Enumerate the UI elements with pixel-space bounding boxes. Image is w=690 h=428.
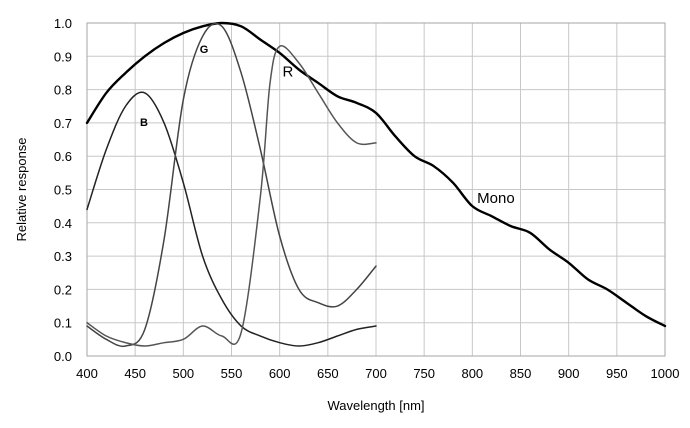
y-tick-label: 0.2	[54, 282, 72, 297]
y-tick-label: 0.7	[54, 116, 72, 131]
y-tick-label: 0.3	[54, 249, 72, 264]
y-tick-label: 0.1	[54, 316, 72, 331]
x-tick-label: 900	[558, 366, 580, 381]
series-line-r	[86, 45, 377, 347]
y-tick-label: 0.4	[54, 216, 72, 231]
x-tick-label: 650	[317, 366, 339, 381]
series-line-g	[86, 22, 377, 348]
x-tick-label: 550	[221, 366, 243, 381]
x-tick-label: 500	[172, 366, 194, 381]
series-label-mono: Mono	[477, 190, 515, 207]
y-tick-labels: 0.0 0.1 0.2 0.3 0.4 0.5 0.6 0.7 0.8 0.9 1.0	[54, 16, 72, 364]
y-tick-label: 1.0	[54, 16, 72, 31]
x-tick-labels: 400 450 500 550 600 650 700 750 800 850 900 950 1000	[76, 366, 679, 381]
x-tick-label: 750	[413, 366, 435, 381]
x-tick-label: 700	[365, 366, 387, 381]
series-line-mono	[85, 21, 667, 328]
series-label-b: B	[140, 117, 148, 129]
x-tick-label: 850	[510, 366, 532, 381]
x-tick-label: 400	[76, 366, 98, 381]
y-tick-label: 0.8	[54, 83, 72, 98]
y-tick-label: 0.9	[54, 49, 72, 64]
x-tick-label: 1000	[651, 366, 680, 381]
x-tick-label: 950	[606, 366, 628, 381]
x-tick-label: 800	[461, 366, 483, 381]
series-labels: Mono R G B	[140, 44, 515, 207]
series-line-b	[86, 91, 377, 347]
y-tick-label: 0.0	[54, 349, 72, 364]
y-tick-label: 0.5	[54, 183, 72, 198]
x-tick-label: 450	[124, 366, 146, 381]
series-group	[85, 21, 667, 348]
series-label-g: G	[200, 44, 209, 56]
series-label-r: R	[283, 63, 294, 80]
y-tick-label: 0.6	[54, 149, 72, 164]
x-tick-label: 600	[269, 366, 291, 381]
x-axis-title: Wavelength [nm]	[327, 398, 424, 413]
plot-frame	[86, 22, 666, 357]
y-axis-title: Relative response	[14, 137, 29, 241]
